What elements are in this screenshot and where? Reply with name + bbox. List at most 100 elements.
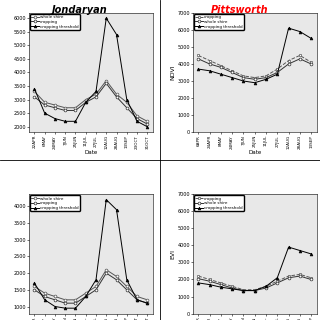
cropping — [135, 298, 139, 302]
cropping threshold — [208, 283, 212, 286]
whole shire — [43, 291, 47, 295]
cropping — [125, 106, 129, 110]
cropping — [208, 59, 212, 62]
Legend: cropping, whole shire, cropping threshold: cropping, whole shire, cropping threshol… — [194, 14, 244, 30]
cropping threshold — [219, 285, 223, 289]
whole shire — [287, 62, 291, 66]
cropping threshold — [74, 119, 77, 123]
Legend: whole shire, cropping, cropping threshold: whole shire, cropping, cropping threshol… — [30, 14, 80, 30]
cropping threshold — [135, 298, 139, 302]
cropping threshold — [104, 198, 108, 202]
Line: cropping threshold: cropping threshold — [197, 246, 313, 292]
cropping threshold — [276, 276, 279, 280]
cropping threshold — [63, 306, 67, 310]
cropping threshold — [309, 252, 313, 256]
whole shire — [298, 57, 302, 61]
whole shire — [208, 62, 212, 66]
cropping threshold — [53, 305, 57, 308]
whole shire — [230, 71, 234, 75]
cropping threshold — [287, 26, 291, 30]
cropping — [253, 288, 257, 292]
whole shire — [264, 286, 268, 290]
whole shire — [115, 92, 118, 96]
whole shire — [125, 284, 129, 288]
cropping — [276, 279, 279, 283]
cropping threshold — [253, 81, 257, 84]
cropping — [264, 74, 268, 78]
Line: cropping: cropping — [33, 272, 149, 305]
whole shire — [287, 276, 291, 280]
cropping — [43, 103, 47, 107]
Legend: whole shire, cropping, cropping threshold: whole shire, cropping, cropping threshol… — [30, 196, 80, 211]
cropping — [84, 100, 88, 104]
Line: cropping threshold: cropping threshold — [33, 17, 149, 128]
cropping — [104, 81, 108, 85]
whole shire — [309, 62, 313, 66]
cropping — [309, 60, 313, 64]
cropping — [276, 67, 279, 71]
cropping threshold — [309, 36, 313, 40]
cropping — [115, 95, 118, 99]
whole shire — [145, 298, 149, 302]
cropping threshold — [33, 281, 36, 285]
cropping threshold — [208, 69, 212, 73]
whole shire — [196, 57, 200, 61]
cropping — [33, 288, 36, 292]
cropping — [253, 76, 257, 79]
whole shire — [74, 106, 77, 110]
cropping — [287, 274, 291, 278]
whole shire — [242, 76, 245, 79]
Line: cropping: cropping — [197, 54, 313, 79]
cropping threshold — [196, 281, 200, 285]
cropping threshold — [219, 72, 223, 76]
whole shire — [219, 66, 223, 69]
cropping — [309, 276, 313, 280]
whole shire — [94, 284, 98, 288]
cropping threshold — [298, 249, 302, 252]
cropping — [84, 295, 88, 299]
cropping — [145, 122, 149, 126]
cropping threshold — [230, 287, 234, 291]
whole shire — [309, 277, 313, 281]
cropping threshold — [298, 30, 302, 34]
cropping threshold — [125, 98, 129, 101]
whole shire — [115, 275, 118, 278]
cropping — [230, 284, 234, 288]
cropping — [242, 288, 245, 292]
cropping threshold — [287, 245, 291, 249]
cropping — [230, 69, 234, 73]
Line: whole shire: whole shire — [33, 268, 149, 301]
whole shire — [63, 106, 67, 110]
cropping — [74, 301, 77, 305]
whole shire — [33, 284, 36, 288]
whole shire — [196, 277, 200, 281]
whole shire — [208, 279, 212, 283]
cropping — [74, 108, 77, 112]
cropping — [298, 272, 302, 276]
whole shire — [33, 90, 36, 93]
cropping — [94, 288, 98, 292]
cropping threshold — [74, 306, 77, 310]
cropping threshold — [135, 119, 139, 123]
whole shire — [135, 114, 139, 118]
cropping — [125, 288, 129, 292]
Line: cropping: cropping — [33, 82, 149, 125]
cropping threshold — [276, 72, 279, 76]
whole shire — [84, 98, 88, 101]
whole shire — [94, 92, 98, 96]
whole shire — [74, 298, 77, 302]
cropping — [115, 278, 118, 282]
whole shire — [53, 295, 57, 299]
cropping — [53, 298, 57, 302]
cropping — [33, 95, 36, 99]
cropping — [219, 64, 223, 68]
whole shire — [230, 286, 234, 290]
cropping threshold — [264, 284, 268, 288]
whole shire — [253, 77, 257, 81]
cropping — [135, 117, 139, 121]
cropping threshold — [242, 289, 245, 292]
Line: cropping: cropping — [197, 273, 313, 291]
Y-axis label: NDVI: NDVI — [170, 65, 175, 80]
cropping — [43, 295, 47, 299]
cropping threshold — [84, 100, 88, 104]
